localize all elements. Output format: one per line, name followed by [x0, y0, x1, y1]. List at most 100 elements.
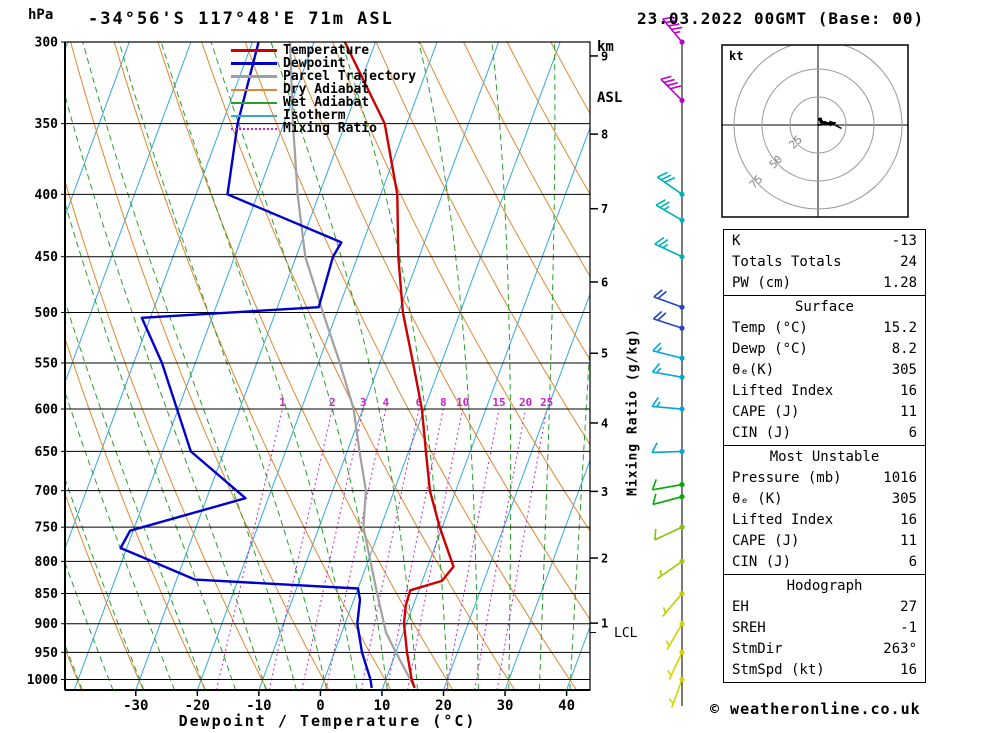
table-row-k: θₑ(K) 305	[724, 360, 925, 381]
svg-text:1: 1	[601, 617, 608, 631]
plot-axes	[64, 41, 591, 691]
row-value: 11	[900, 404, 917, 420]
svg-text:1000: 1000	[27, 673, 58, 688]
row-value: 27	[900, 599, 917, 615]
svg-text:800: 800	[35, 555, 59, 570]
wind-barb	[651, 363, 685, 380]
row-value: 1.28	[883, 275, 917, 291]
svg-text:2: 2	[329, 396, 336, 409]
table-row-lifted-index: Lifted Index 16	[724, 381, 925, 402]
row-label: CIN (J)	[732, 425, 792, 441]
legend-line-sample	[231, 114, 277, 117]
svg-text:950: 950	[35, 646, 59, 661]
svg-text:7: 7	[601, 202, 608, 216]
table-section-header: Hodograph	[786, 578, 863, 594]
row-label: StmSpd (kt)	[732, 662, 825, 678]
svg-text:9: 9	[601, 49, 608, 63]
svg-text:750: 750	[35, 521, 59, 536]
row-value: 263°	[883, 641, 917, 657]
row-value: -13	[891, 233, 917, 249]
svg-text:700: 700	[35, 484, 59, 499]
table-row-cin-j: CIN (J) 6	[724, 552, 925, 573]
legend-label: Dry Adiabat	[283, 82, 370, 97]
svg-text:25: 25	[786, 133, 805, 152]
row-value: 8.2	[891, 341, 917, 357]
row-label: K	[732, 233, 741, 249]
wind-barb	[662, 16, 685, 45]
wind-barb	[655, 198, 685, 223]
mixing-ratio-axis-label: Mixing Ratio (g/kg)	[625, 328, 641, 496]
row-label: Temp (°C)	[732, 320, 808, 336]
row-label: CIN (J)	[732, 554, 792, 570]
svg-text:0: 0	[316, 698, 324, 714]
table-row-temp-c: Temp (°C) 15.2	[724, 318, 925, 339]
wind-barb	[667, 649, 685, 680]
table-section-header: Most Unstable	[769, 449, 880, 465]
svg-text:900: 900	[35, 617, 59, 632]
svg-text:3: 3	[601, 485, 608, 499]
legend-item-dewpoint: Dewpoint	[231, 57, 416, 70]
wind-barb	[654, 524, 685, 541]
table-row-dewp-c: Dewp (°C) 8.2	[724, 339, 925, 360]
svg-text:550: 550	[35, 356, 59, 371]
svg-text:20: 20	[519, 396, 532, 409]
svg-text:5: 5	[601, 347, 608, 361]
table-row-sreh: SREH -1	[724, 618, 925, 639]
lcl-marker-label: LCL	[614, 626, 638, 641]
datetime-label: 23.03.2022 00GMT (Base: 00)	[637, 9, 925, 28]
table-section-most-unstable: Most Unstable Pressure (mb) 1016 θₑ (K) 305 L…	[723, 445, 926, 575]
table-row-stmspd-kt: StmSpd (kt) 16	[724, 660, 925, 681]
wind-barb	[651, 396, 685, 412]
legend-line-sample	[231, 101, 277, 104]
row-value: 16	[900, 512, 917, 528]
isotherm-lines	[65, 42, 590, 690]
svg-text:300: 300	[35, 36, 59, 51]
legend-label: Temperature	[283, 43, 370, 58]
wind-barb	[662, 590, 685, 617]
parcel-trajectory-curve	[288, 42, 416, 689]
row-label: PW (cm)	[732, 275, 792, 291]
skewt-plot-area: 1 2 3 4 6 8 10 15 20 25	[65, 42, 590, 690]
mixing-ratio-lines	[216, 408, 548, 690]
wind-barb	[656, 171, 685, 197]
svg-text:4: 4	[383, 396, 390, 409]
legend-line-sample	[231, 62, 277, 65]
asl-label: ASL	[597, 90, 623, 106]
table-row-cin-j: CIN (J) 6	[724, 423, 925, 444]
legend-item-wet-adiabat: Wet Adiabat	[231, 96, 416, 109]
svg-text:400: 400	[35, 188, 59, 203]
svg-text:450: 450	[35, 250, 59, 265]
row-value: 6	[908, 425, 917, 441]
legend-label: Mixing Ratio	[283, 121, 377, 136]
wind-barb	[665, 621, 685, 651]
row-label: CAPE (J)	[732, 533, 800, 549]
svg-text:-10: -10	[246, 698, 271, 714]
row-value: 6	[908, 554, 917, 570]
legend-item-dry-adiabat: Dry Adiabat	[231, 83, 416, 96]
svg-text:10: 10	[374, 698, 391, 714]
station-title: -34°56'S 117°48'E 71m ASL	[88, 9, 394, 29]
table-row-k: θₑ (K) 305	[724, 489, 925, 510]
legend-line-sample	[231, 49, 277, 52]
svg-text:850: 850	[35, 587, 59, 602]
wind-barb	[656, 558, 685, 580]
table-section-indices: K -13 Totals Totals 24 PW (cm) 1.28	[723, 229, 926, 296]
wind-barb-column	[651, 16, 685, 708]
row-label: Dewp (°C)	[732, 341, 808, 357]
altitude-unit-label: km ASL	[597, 5, 631, 141]
row-value: 16	[900, 662, 917, 678]
wind-barb	[654, 237, 685, 260]
legend-item-mixing-ratio: Mixing Ratio	[231, 122, 416, 135]
svg-text:25: 25	[540, 396, 553, 409]
legend-label: Wet Adiabat	[283, 95, 370, 110]
legend-item-isotherm: Isotherm	[231, 109, 416, 122]
svg-text:500: 500	[35, 306, 59, 321]
svg-text:-30: -30	[123, 698, 148, 714]
row-label: SREH	[732, 620, 766, 636]
wind-barb	[653, 289, 685, 310]
row-label: Totals Totals	[732, 254, 842, 270]
row-value: 1016	[883, 470, 917, 486]
row-label: Pressure (mb)	[732, 470, 842, 486]
